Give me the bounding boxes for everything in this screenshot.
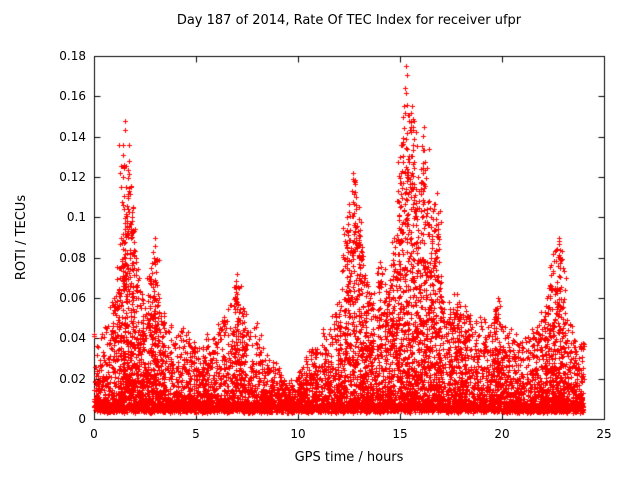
y-tick-label: 0.1 — [66, 210, 86, 225]
x-tick-label: 25 — [596, 427, 612, 441]
y-tick-label: 0.04 — [59, 331, 86, 346]
x-tick-label: 15 — [392, 427, 408, 441]
y-tick-label: 0.12 — [59, 170, 86, 184]
y-tick-label: 0.14 — [59, 129, 86, 144]
y-tick-label: 0.08 — [59, 250, 86, 265]
x-axis-label: GPS time / hours — [294, 450, 404, 465]
x-tick-label: 0 — [90, 427, 98, 441]
x-tick-label: 20 — [494, 427, 510, 441]
y-tick-label: 0.06 — [59, 291, 86, 305]
y-tick-label: 0.18 — [59, 49, 86, 63]
y-tick-label: 0.02 — [59, 371, 86, 386]
y-tick-label: 0.16 — [59, 89, 86, 104]
x-tick-label: 5 — [192, 427, 200, 441]
y-tick-label: 0 — [78, 412, 86, 426]
x-tick-label: 10 — [290, 427, 306, 441]
